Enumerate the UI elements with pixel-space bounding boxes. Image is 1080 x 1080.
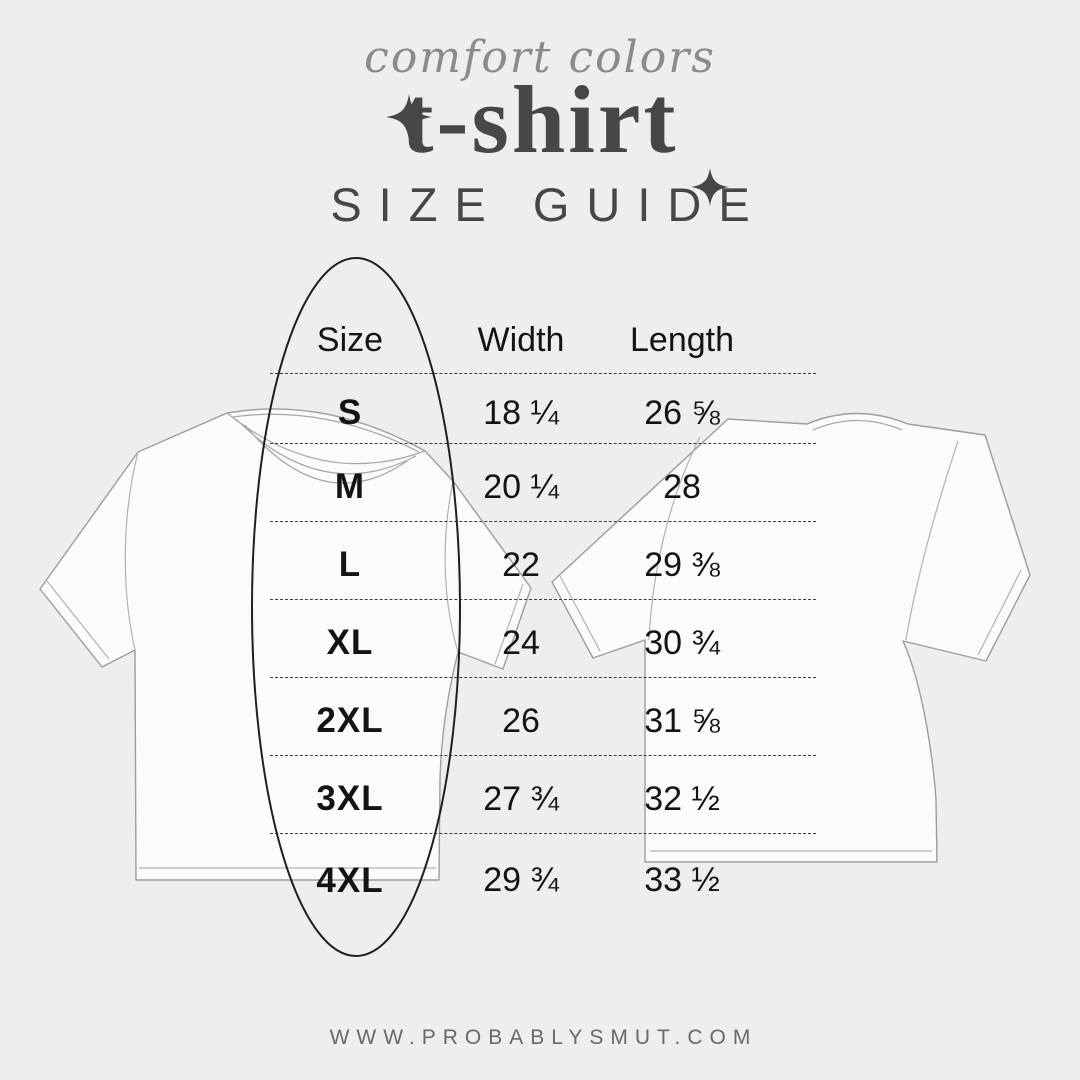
width-cell: 18 ¼	[483, 393, 559, 432]
table-row: S 18 ¼ 26 ⅝	[270, 374, 816, 444]
tshirt-back-collar-band	[812, 419, 903, 431]
size-cell: 4XL	[316, 860, 384, 900]
poster-title: t-shirt	[401, 66, 679, 173]
table-row: 3XL 27 ¾ 32 ½	[270, 756, 816, 834]
tshirt-back-illustration	[551, 412, 1031, 863]
tshirt-front-left-armhole-seam	[124, 451, 139, 651]
tshirt-back-right-cuff-line	[977, 569, 1022, 656]
table-row: 2XL 26 31 ⅝	[270, 678, 816, 756]
column-header-length: Length	[630, 321, 734, 359]
brand-script-text: comfort colors	[364, 32, 716, 83]
size-cell: 2XL	[316, 701, 384, 740]
table-header-row: Size Width Length	[270, 308, 816, 374]
length-cell: 30 ¾	[644, 623, 720, 662]
width-cell: 26	[502, 701, 540, 740]
size-cell: S	[337, 393, 363, 432]
width-cell: 27 ¾	[483, 779, 559, 818]
table-row: M 20 ¼ 28	[270, 444, 816, 522]
table-row: 4XL 29 ¾ 33 ½	[270, 834, 816, 918]
width-cell: 24	[502, 623, 540, 662]
width-cell: 22	[502, 545, 540, 584]
tshirt-front-left-cuff-line	[46, 580, 110, 660]
size-cell: XL	[326, 623, 374, 662]
length-cell: 32 ½	[644, 779, 720, 818]
width-cell: 20 ¼	[483, 467, 559, 506]
table-row: XL 24 30 ¾	[270, 600, 816, 678]
size-cell: L	[338, 545, 362, 584]
length-cell: 26 ⅝	[644, 393, 720, 432]
poster-subtitle: SIZE GUIDE	[330, 178, 767, 231]
column-header-size: Size	[316, 321, 384, 359]
tshirt-back-left-armhole-seam	[648, 436, 701, 641]
length-cell: 33 ½	[644, 861, 720, 899]
tshirt-front-right-cuff-line	[494, 583, 524, 665]
table-row: L 22 29 ⅜	[270, 522, 816, 600]
size-table: Size Width Length S 18 ¼ 26 ⅝ M 20 ¼ 28 …	[270, 308, 816, 918]
length-cell: 28	[663, 467, 701, 506]
website-url: WWW.PROBABLYSMUT.COM	[329, 1026, 758, 1049]
size-cell: 3XL	[316, 779, 384, 818]
tshirt-back-body	[551, 412, 1031, 863]
length-cell: 29 ⅜	[644, 545, 720, 584]
length-cell: 31 ⅝	[644, 701, 720, 740]
column-header-width: Width	[477, 321, 565, 359]
tshirt-back-right-armhole-seam	[905, 440, 959, 641]
tshirt-back-left-cuff-line	[559, 575, 601, 652]
size-cell: M	[334, 467, 366, 506]
width-cell: 29 ¾	[483, 861, 559, 899]
